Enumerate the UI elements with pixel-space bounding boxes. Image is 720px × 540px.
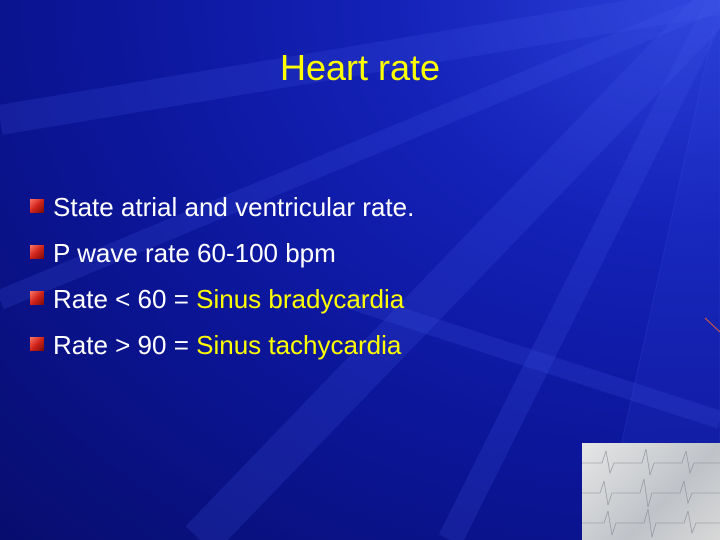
bullet-text: P wave rate 60-100 bpm (53, 238, 336, 268)
ecg-trace (582, 448, 720, 538)
bullet-text: Sinus tachycardia (196, 330, 402, 360)
bullet: Rate > 90 = Sinus tachycardia (28, 328, 414, 374)
bullet-text: Rate > 90 = (53, 330, 197, 360)
ecg-thumbnail (582, 443, 720, 540)
bullet-marker (30, 199, 44, 213)
slide-title: Heart rate (279, 47, 441, 88)
bullet: Rate < 60 = Sinus bradycardia (28, 282, 414, 328)
bullet-text: State atrial and ventricular rate. (53, 192, 415, 222)
bullet-list: State atrial and ventricular rate. P wave… (28, 190, 414, 374)
bullet-marker (30, 245, 44, 259)
bullet: P wave rate 60-100 bpm (28, 236, 414, 282)
bullet-text: Sinus bradycardia (196, 284, 405, 314)
bullet-marker (30, 337, 44, 351)
bullet: State atrial and ventricular rate. (28, 190, 414, 236)
bullet-marker (30, 291, 44, 305)
bullet-text: Rate < 60 = (53, 284, 197, 314)
